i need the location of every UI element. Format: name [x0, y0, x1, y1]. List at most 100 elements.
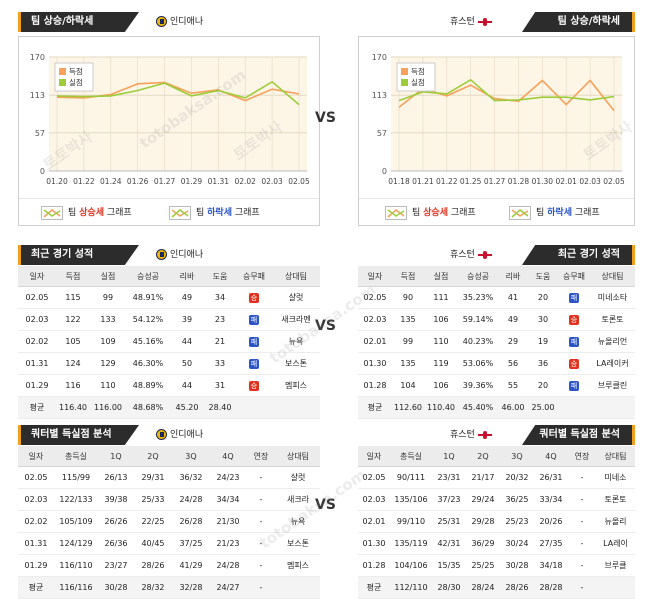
legend-swatch: [401, 68, 408, 75]
cell-overtime: -: [568, 554, 596, 577]
col-header: 도움: [204, 266, 236, 287]
col-header: 상대팀: [276, 446, 320, 467]
cell-assists: 31: [204, 374, 236, 397]
x-tick-label: 02.05: [603, 177, 625, 186]
table-row: 02.01 99 110 40.23% 29 19 패 뉴올리언: [358, 330, 635, 353]
x-tick-label: 01.31: [208, 177, 230, 186]
cell-total: 135/106: [390, 488, 432, 511]
col-header: 상대팀: [272, 266, 320, 287]
table-row: 02.05 115/99 26/13 29/31 36/32 24/23- 샬럿: [18, 466, 320, 489]
cell-opponent: [596, 576, 635, 599]
result-badge: 패: [569, 380, 579, 391]
cell-points: 116: [56, 374, 90, 397]
team-label: 인디애나: [170, 430, 204, 440]
cell-q4: 21/30: [210, 510, 246, 533]
cell-opponent: [590, 396, 635, 419]
y-tick-label: 170: [372, 53, 387, 62]
cell-fg-pct: 48.68%: [126, 396, 170, 419]
average-row: 평균 112/110 28/30 28/24 28/26 28/28-: [358, 576, 635, 599]
cell-q1: 28/30: [432, 576, 466, 599]
result-badge: 승: [569, 314, 579, 325]
cell-opponent: [276, 576, 320, 599]
rockets-logo-icon: [477, 250, 492, 259]
x-tick-label: 02.02: [234, 177, 256, 186]
cell-result: 패: [558, 330, 590, 353]
cell-assists: 21: [204, 330, 236, 353]
col-header: 4Q: [534, 446, 568, 467]
cell-q1: 15/35: [432, 554, 466, 577]
cell-assists: 36: [528, 352, 558, 375]
cell-date: 01.28: [358, 374, 392, 397]
table-row: 01.29 116 110 48.89% 44 31 승 멤피스: [18, 374, 320, 397]
cell-q3: 25/23: [500, 510, 534, 533]
section-title: 팀 상승/하락세: [21, 12, 139, 32]
cell-allowed: 133: [90, 308, 126, 331]
table-row: 01.30 135/119 42/31 36/29 30/24 27/35- LA레이: [358, 532, 635, 555]
y-tick-label: 0: [382, 167, 387, 176]
col-header: 실점: [424, 266, 458, 287]
cell-overtime: -: [568, 510, 596, 533]
table-row: 02.03 135/106 37/23 29/24 36/25 33/34- 토론토: [358, 488, 635, 511]
recent-header-left: 최근 경기 성적 인디애나: [18, 245, 320, 265]
col-header: 리바: [498, 266, 528, 287]
cell-allowed: 111: [424, 286, 458, 309]
cell-date: 02.03: [18, 308, 56, 331]
cell-opponent: 토론토: [590, 308, 635, 331]
cell-opponent: 미네소타: [590, 286, 635, 309]
legend-down-word: 하락세: [547, 208, 572, 218]
cell-date: 01.31: [18, 352, 56, 375]
rockets-logo-icon: [477, 430, 492, 439]
x-tick-label: 01.26: [127, 177, 149, 186]
cell-q2: 36/29: [466, 532, 500, 555]
cell-q1: 23/31: [432, 466, 466, 489]
col-header: 연장: [568, 446, 596, 467]
cell-q3: 32/28: [172, 576, 210, 599]
cell-avg-label: 평균: [18, 576, 54, 599]
col-header: 승성공: [126, 266, 170, 287]
cell-fg-pct: 39.36%: [458, 374, 498, 397]
recent-header-right: 휴스턴 최근 경기 성적: [358, 245, 635, 265]
cell-result: [236, 396, 272, 419]
cell-assists: 20: [528, 374, 558, 397]
col-header: 득점: [392, 266, 424, 287]
cell-overtime: -: [246, 576, 276, 599]
cell-opponent: 브루클린: [590, 374, 635, 397]
x-tick-label: 01.20: [46, 177, 68, 186]
team-name-indiana: 인디애나: [156, 12, 203, 32]
cell-points: 105: [56, 330, 90, 353]
cell-rebounds: 44: [170, 374, 204, 397]
cell-opponent: 미네소: [596, 466, 635, 489]
section-title: 쿼터별 득실점 분석: [21, 425, 139, 445]
cell-result: 승: [558, 308, 590, 331]
cell-points: 135: [392, 308, 424, 331]
series-line-allowed: [398, 78, 615, 102]
cell-q4: 28/28: [534, 576, 568, 599]
down-trend-icon: [169, 205, 191, 220]
cell-q1: 37/23: [432, 488, 466, 511]
chart-legend-row: 팀 상승세 그래프 팀 하락세 그래프: [19, 198, 319, 227]
cell-points: 99: [392, 330, 424, 353]
cell-q1: 23/27: [98, 554, 134, 577]
vs-label: VS: [315, 318, 336, 334]
cell-opponent: LA레이: [596, 532, 635, 555]
cell-allowed: 110: [424, 330, 458, 353]
cell-date: 02.05: [358, 466, 390, 489]
cell-q3: 20/32: [500, 466, 534, 489]
cell-date: 02.03: [18, 488, 54, 511]
cell-fg-pct: 45.40%: [458, 396, 498, 419]
table-row: 02.02 105/109 26/26 22/25 26/28 21/30- 뉴욕: [18, 510, 320, 533]
cell-overtime: -: [568, 576, 596, 599]
table-header-row: 일자 총득실 1Q 2Q 3Q 4Q 연장 상대팀: [358, 446, 635, 467]
col-header: 4Q: [210, 446, 246, 467]
team-label: 휴스턴: [450, 430, 475, 440]
cell-total: 122/133: [54, 488, 98, 511]
col-header: 리바: [170, 266, 204, 287]
cell-allowed: 106: [424, 308, 458, 331]
result-badge: 패: [569, 336, 579, 347]
cell-avg-label: 평균: [358, 396, 392, 419]
cell-q1: 39/38: [98, 488, 134, 511]
cell-q1: 25/31: [432, 510, 466, 533]
average-row: 평균 116/116 30/28 28/32 32/28 24/27-: [18, 576, 320, 599]
